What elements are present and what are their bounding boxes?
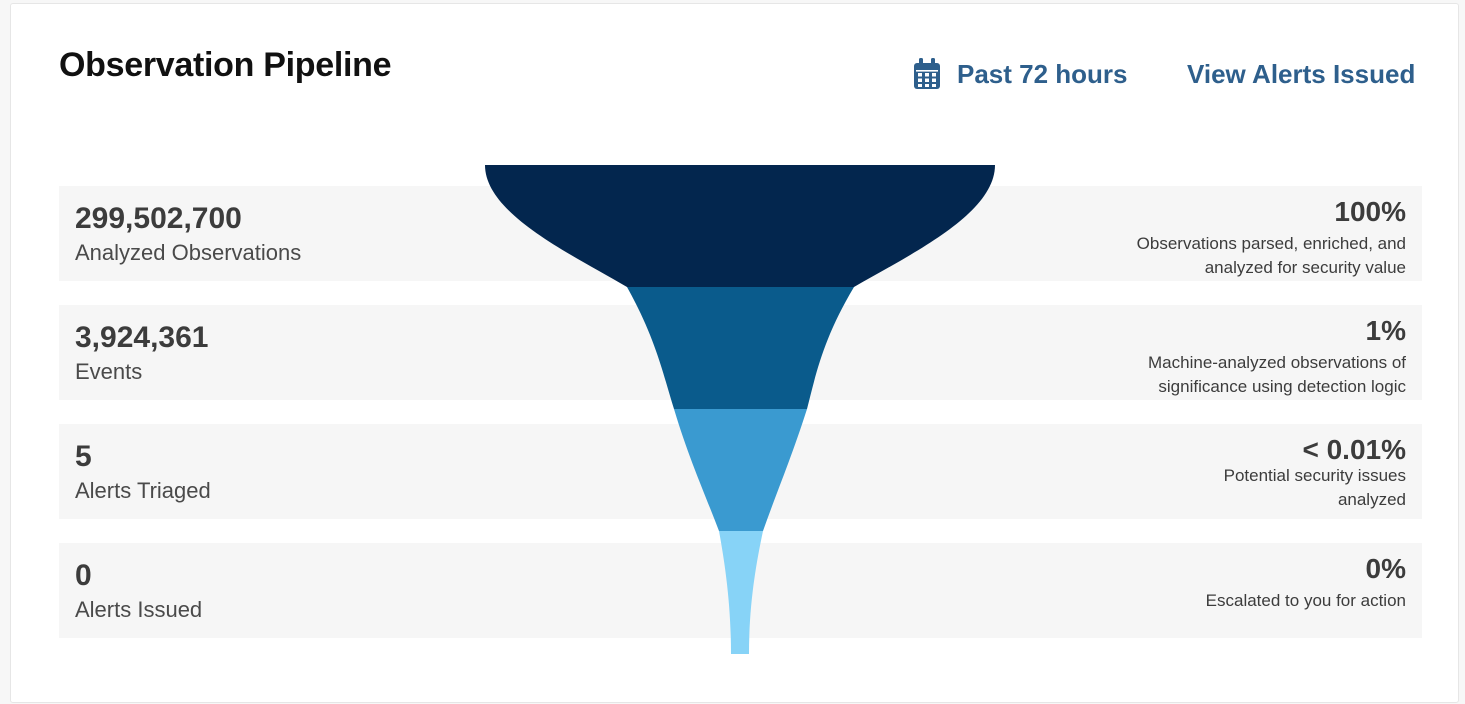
stage-percent: < 0.01% [1302, 434, 1406, 465]
stage-count: 299,502,700 [75, 202, 242, 235]
stage-label: Events [75, 359, 143, 384]
stage-description: Escalated to you for action [1205, 591, 1406, 610]
stage-count: 5 [75, 440, 92, 473]
view-alerts-issued-link[interactable]: View Alerts Issued [1187, 58, 1416, 89]
stage-row-alerts-triaged: 5 Alerts Triaged < 0.01% Potential secur… [59, 424, 1422, 519]
stage-row-analyzed-observations: 299,502,700 Analyzed Observations 100% O… [59, 186, 1422, 281]
stage-percent: 1% [1365, 315, 1406, 346]
stage-percent: 100% [1334, 196, 1406, 227]
stage-count: 0 [75, 559, 92, 592]
stage-row-events: 3,924,361 Events 1% Machine-analyzed obs… [59, 305, 1422, 400]
stage-label: Alerts Issued [75, 597, 203, 622]
time-range-label: Past 72 hours [957, 58, 1128, 89]
time-range-button[interactable]: Past 72 hours [913, 54, 1128, 94]
observation-pipeline-card: Observation Pipeline Past 72 hours View … [10, 3, 1459, 703]
stage-count: 3,924,361 [75, 321, 209, 354]
page-title: Observation Pipeline [59, 46, 392, 84]
stage-row-alerts-issued: 0 Alerts Issued 0% Escalated to you for … [59, 543, 1422, 638]
calendar-icon [913, 58, 941, 90]
stage-label: Analyzed Observations [75, 240, 302, 265]
stage-label: Alerts Triaged [75, 478, 211, 503]
stage-description: Observations parsed, enriched, and analy… [1136, 234, 1406, 277]
stage-percent: 0% [1365, 553, 1406, 584]
stage-description: Potential security issues analyzed [1223, 466, 1406, 509]
stage-description: Machine-analyzed observations of signifi… [1148, 353, 1406, 396]
